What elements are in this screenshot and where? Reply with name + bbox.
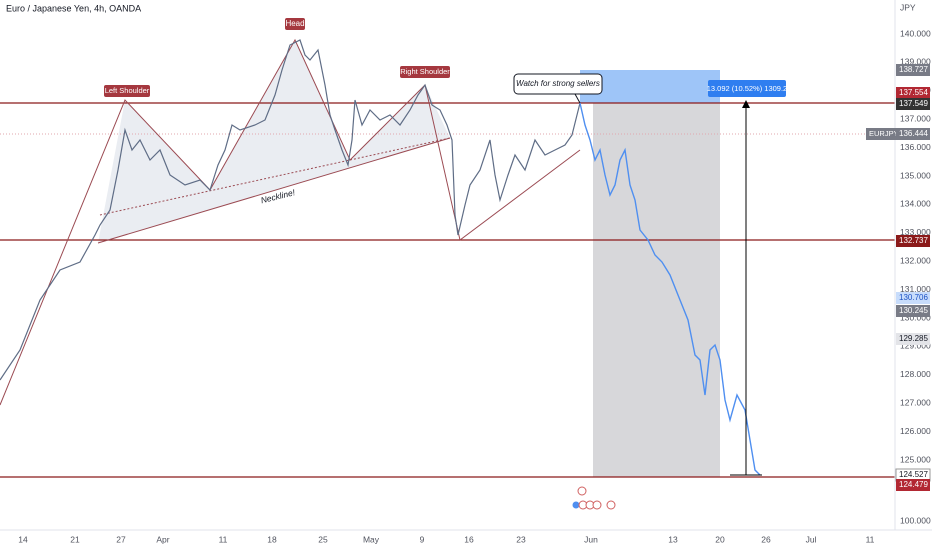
price-tag: 129.285 xyxy=(899,334,928,343)
stats-box xyxy=(708,80,786,97)
time-label: 16 xyxy=(464,534,474,544)
price-tag: 124.479 xyxy=(899,480,928,489)
price-tag-bg xyxy=(896,235,930,247)
neckline xyxy=(97,137,451,244)
price-tag-bg xyxy=(896,64,930,76)
price-tick-label: 133.000 xyxy=(900,227,931,237)
price-tick-label: 125.000 xyxy=(900,454,931,464)
stats-text: 13.092 (10.52%) 1309.2 xyxy=(707,84,787,93)
time-label: 21 xyxy=(70,534,80,544)
tag-bg xyxy=(285,18,305,30)
time-label: 9 xyxy=(420,534,425,544)
chart-title: Euro / Japanese Yen, 4h, OANDA xyxy=(6,3,141,13)
price-tick-label: 127.000 xyxy=(900,397,931,407)
price-candles xyxy=(0,39,581,381)
price-tick-label: 136.000 xyxy=(900,142,931,152)
time-label: 11 xyxy=(219,534,228,544)
head-label: Head xyxy=(285,19,304,28)
symbol-tag-bg xyxy=(866,128,896,140)
price-tag-bg xyxy=(896,305,930,317)
tag-bg xyxy=(400,66,450,78)
price-tick-label: 100.000 xyxy=(900,515,931,525)
arrow-head xyxy=(742,100,750,108)
left-shoulder-label: Left Shoulder xyxy=(105,86,150,95)
time-label: 18 xyxy=(267,534,277,544)
time-label: Jun xyxy=(584,534,598,544)
price-tag: 132.737 xyxy=(899,236,928,245)
price-tick-label: 130.000 xyxy=(900,312,931,322)
pattern-line xyxy=(0,38,581,406)
symbol-tag: EURJPY xyxy=(869,129,899,138)
time-label: May xyxy=(363,534,380,544)
price-tag: 137.549 xyxy=(899,99,928,108)
price-tick-label: 139.000 xyxy=(900,57,931,67)
range-zone xyxy=(593,103,720,477)
right-shoulder-label: Right Shoulder xyxy=(400,67,450,76)
time-label: 26 xyxy=(761,534,771,544)
time-label: 11 xyxy=(866,534,875,544)
price-tick-label: 135.000 xyxy=(900,170,931,180)
price-tick-label: 140.000 xyxy=(900,28,931,38)
price-tag-bg xyxy=(896,87,930,99)
time-label: 27 xyxy=(116,534,126,544)
callout-box xyxy=(513,73,603,95)
price-tag: 130.706 xyxy=(899,293,928,302)
time-label: Jul xyxy=(806,534,817,544)
price-tick-label: 137.000 xyxy=(900,113,931,123)
price-tag: 138.727 xyxy=(899,65,928,74)
callout-text: Watch for strong sellers xyxy=(516,79,600,88)
price-tag-bg xyxy=(896,98,930,110)
price-tick-label: 132.000 xyxy=(900,255,931,265)
callout-pointer xyxy=(574,93,581,104)
target-zone xyxy=(580,70,720,103)
price-tag-bg xyxy=(896,333,930,345)
price-tick-label: 128.000 xyxy=(900,369,931,379)
currency-label: JPY xyxy=(900,2,916,12)
pattern-fill xyxy=(98,40,450,243)
time-label: Apr xyxy=(156,534,169,544)
price-tick-label: 126.000 xyxy=(900,426,931,436)
time-label: 14 xyxy=(18,534,28,544)
time-label: 25 xyxy=(318,534,328,544)
price-tag: 137.554 xyxy=(899,88,928,97)
price-tag: 124.527 xyxy=(899,470,928,479)
tag-bg xyxy=(104,85,150,97)
event-icons xyxy=(571,486,616,510)
price-tick-label: 134.000 xyxy=(900,199,931,209)
time-label: 23 xyxy=(516,534,526,544)
price-tag-bg xyxy=(896,128,930,140)
time-label: 20 xyxy=(715,534,725,544)
price-tag: 130.245 xyxy=(899,306,928,315)
price-tick-label: 129.000 xyxy=(900,341,931,351)
price-tag-bg xyxy=(896,292,930,304)
price-tag-bg xyxy=(896,479,930,491)
time-label: 13 xyxy=(668,534,678,544)
price-tag: 136.444 xyxy=(899,129,928,138)
price-tick-label: 131.000 xyxy=(900,284,931,294)
price-line xyxy=(579,102,761,476)
